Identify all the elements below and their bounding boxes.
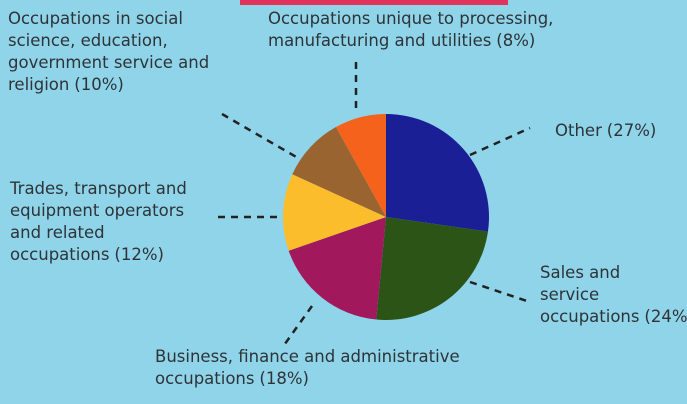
slice-label: Occupations in social science, education… (8, 8, 238, 96)
value-label: (12%) (114, 245, 164, 264)
leader-line (469, 126, 531, 157)
value-label: (8%) (496, 31, 536, 50)
value-label: (24%) (644, 307, 687, 326)
leader-line (280, 305, 314, 349)
slice-label: Other (27%) (555, 120, 685, 142)
value-label: (27%) (606, 121, 657, 140)
value-label: (10%) (74, 75, 124, 94)
slice-label: Trades, transport and equipment operator… (10, 178, 215, 266)
value-label: (18%) (259, 369, 309, 388)
pie-slice (288, 217, 386, 320)
leader-line (469, 280, 531, 304)
category-label: Trades, transport and equipment operator… (10, 179, 187, 264)
pie-slice (335, 114, 386, 217)
category-label: Sales and service occupations (540, 263, 640, 326)
leader-lines (218, 62, 531, 349)
slice-label: Occupations unique to processing, manufa… (268, 8, 653, 52)
category-label: Occupations in social science, education… (8, 9, 210, 94)
header-bar (240, 0, 508, 5)
pie-slice (282, 174, 386, 251)
category-label: Business, finance and administrative occ… (155, 347, 460, 388)
pie-slice (376, 217, 488, 320)
slice-label: Business, finance and administrative occ… (155, 346, 525, 390)
category-label: Occupations unique to processing, manufa… (268, 9, 554, 50)
category-label: Other (555, 121, 602, 140)
leader-line (221, 112, 299, 160)
pie-slice (386, 114, 489, 232)
pie-slice (292, 126, 386, 217)
slice-label: Sales and service occupations(24%) (540, 262, 687, 328)
